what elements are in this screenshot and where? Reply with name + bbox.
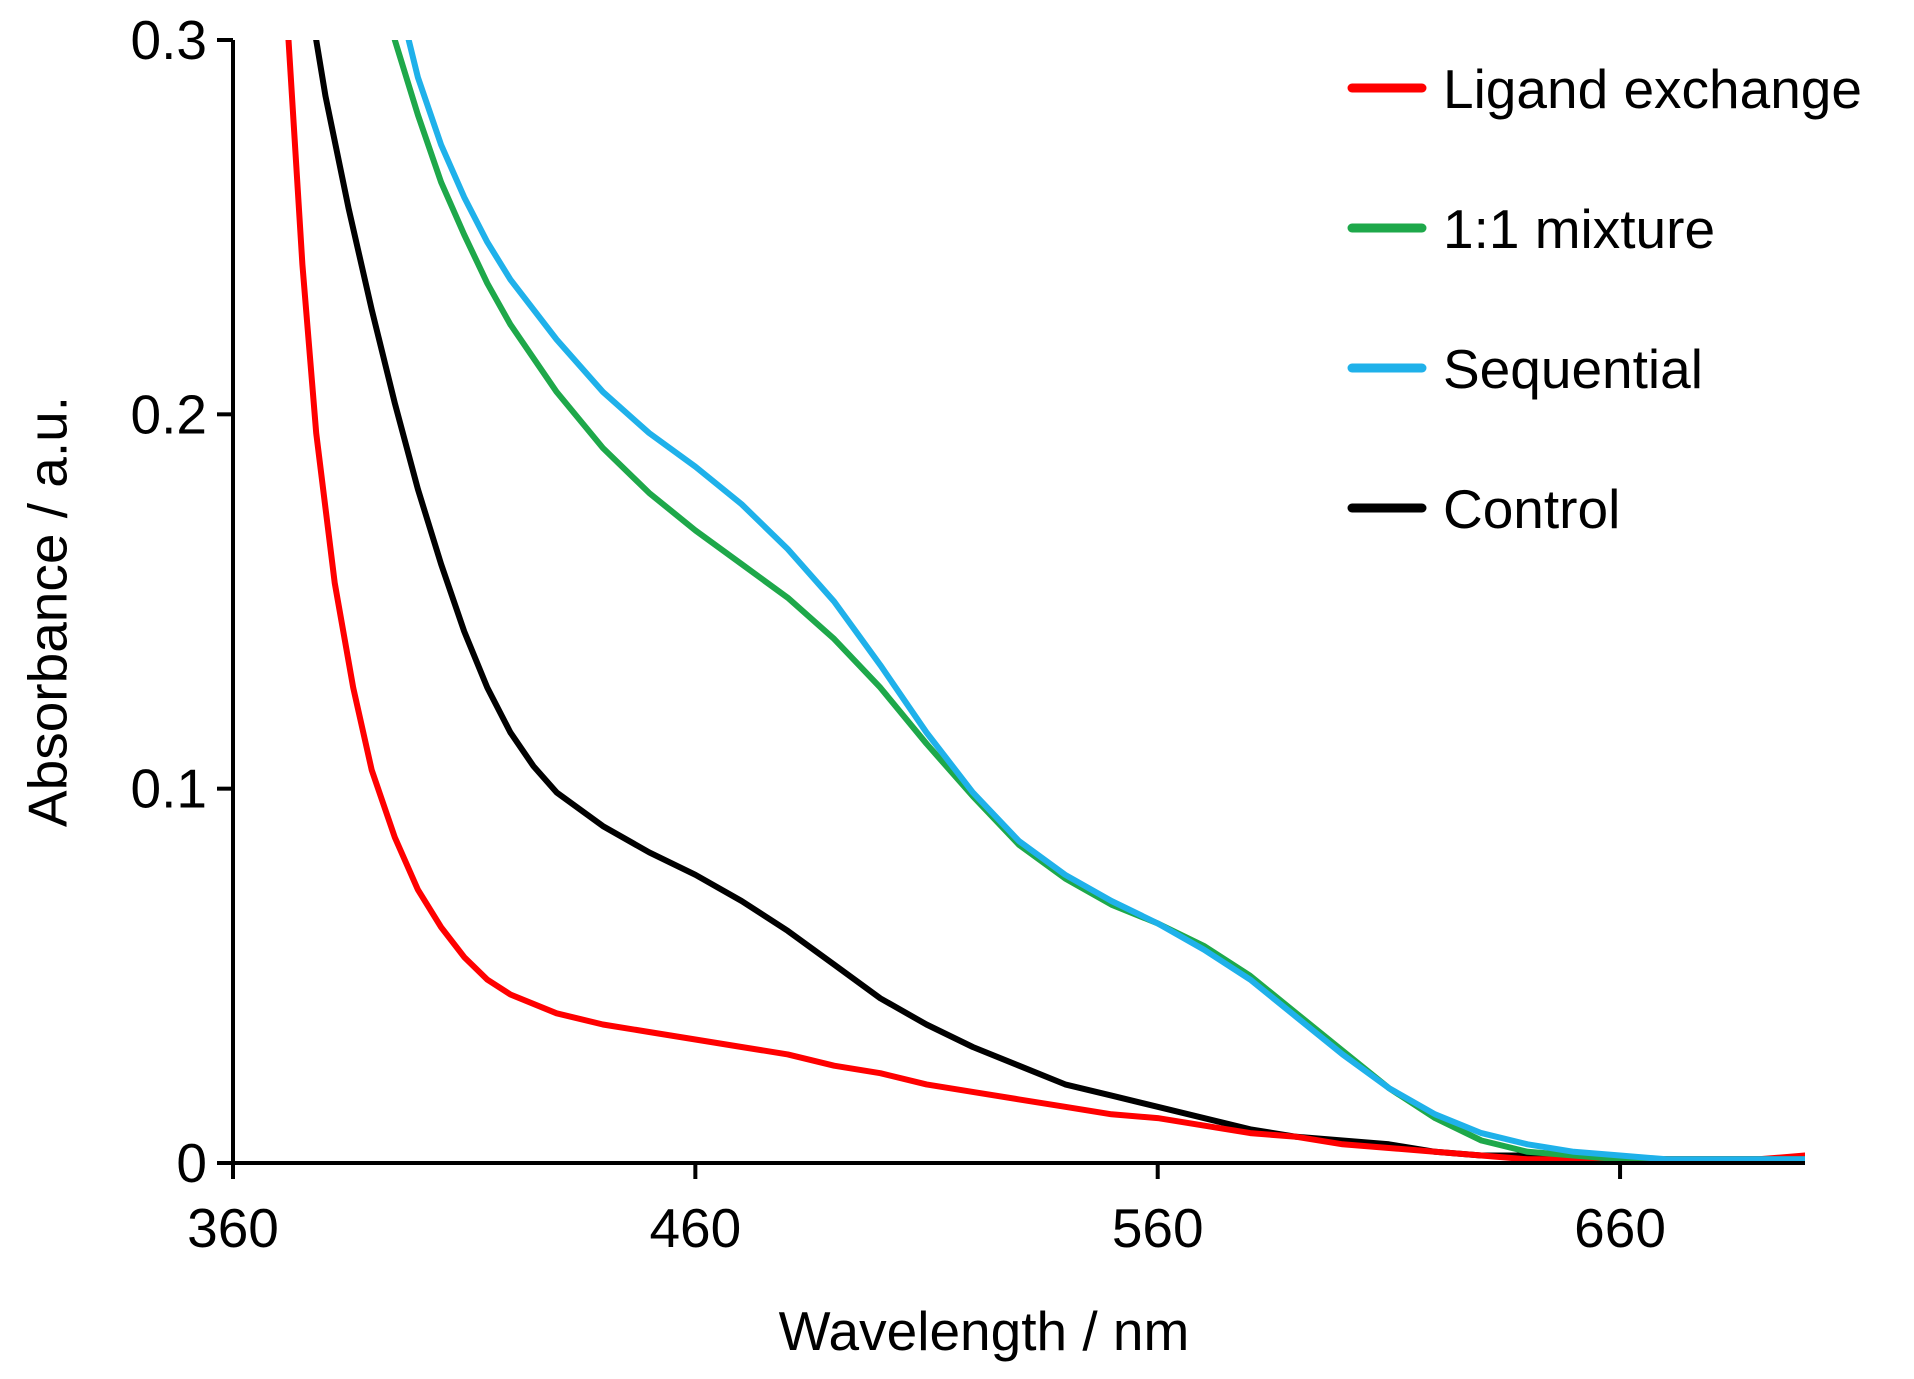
ticks: 360 460 560 660 0 0.1 0.2 0.3 <box>131 9 1666 1259</box>
y-axis-title: Absorbance / a.u. <box>17 396 79 827</box>
x-tick-label: 660 <box>1574 1197 1666 1259</box>
x-axis-title: Wavelength / nm <box>779 1300 1190 1362</box>
legend-label-sequential: Sequential <box>1443 338 1703 400</box>
series-layer <box>285 40 1805 1163</box>
x-tick-label: 460 <box>649 1197 741 1259</box>
axes <box>231 40 1805 1165</box>
series-line-sequential <box>405 40 1805 1163</box>
y-tick-label: 0.1 <box>131 758 207 820</box>
legend-label-ligand-exchange: Ligand exchange <box>1443 58 1862 120</box>
x-tick-label: 360 <box>187 1197 279 1259</box>
y-tick-label: 0.2 <box>131 383 207 445</box>
legend-label-1-1-mixture: 1:1 mixture <box>1443 198 1715 260</box>
series-line-ligand-exchange <box>285 40 1805 1163</box>
y-tick-label: 0 <box>176 1132 207 1194</box>
legend-label-control: Control <box>1443 478 1620 540</box>
x-tick-label: 560 <box>1112 1197 1204 1259</box>
y-tick-label: 0.3 <box>131 9 207 71</box>
legend: Ligand exchange 1:1 mixture Sequential Cont… <box>1347 58 1862 540</box>
